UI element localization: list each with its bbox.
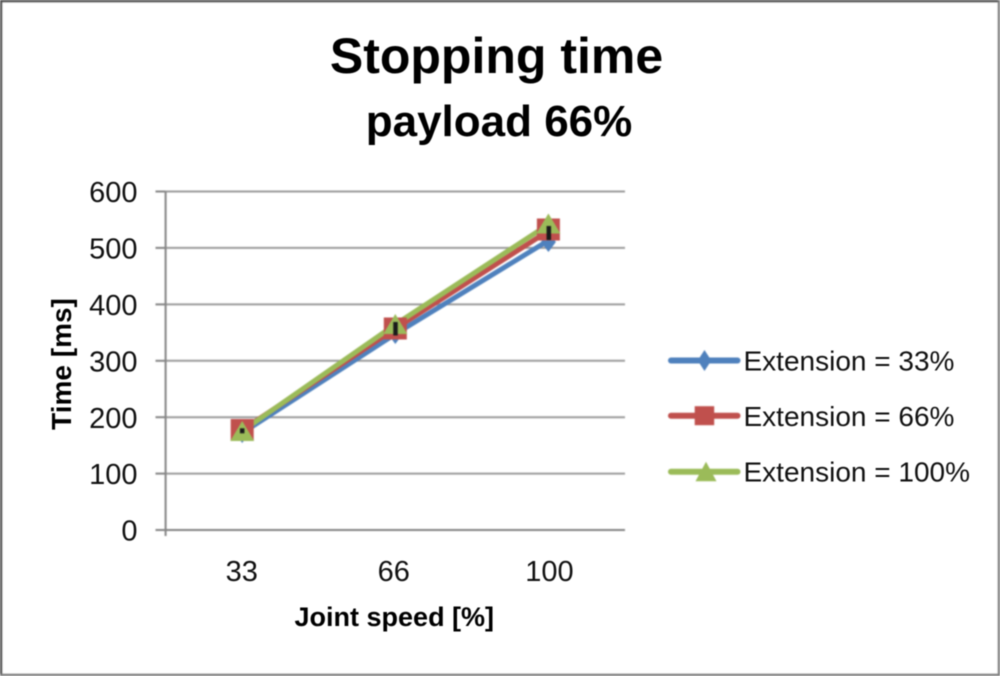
svg-text:400: 400 — [89, 290, 137, 322]
svg-text:33: 33 — [226, 556, 258, 588]
svg-text:Stopping time: Stopping time — [330, 28, 663, 84]
svg-text:payload 66%: payload 66% — [366, 97, 633, 146]
svg-text:100: 100 — [525, 556, 573, 588]
svg-text:100: 100 — [89, 459, 137, 491]
svg-text:300: 300 — [89, 346, 137, 378]
svg-text:Extension = 100%: Extension = 100% — [744, 457, 971, 488]
svg-text:200: 200 — [89, 403, 137, 435]
svg-text:0: 0 — [121, 516, 137, 548]
svg-text:500: 500 — [89, 234, 137, 266]
svg-text:Extension = 33%: Extension = 33% — [744, 346, 955, 377]
svg-text:Extension = 66%: Extension = 66% — [744, 401, 955, 432]
svg-text:600: 600 — [89, 177, 137, 209]
svg-text:Time [ms]: Time [ms] — [46, 298, 77, 430]
svg-text:66: 66 — [378, 556, 410, 588]
svg-text:Joint speed [%]: Joint speed [%] — [295, 602, 495, 632]
